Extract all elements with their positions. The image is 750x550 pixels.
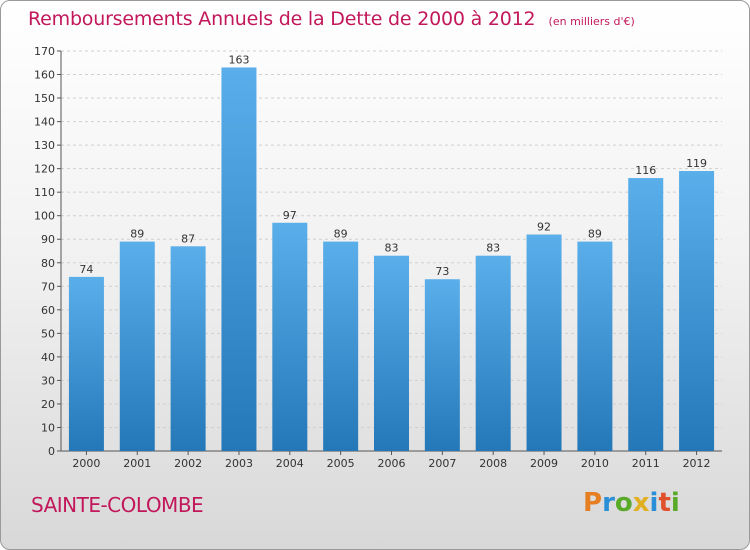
data-label: 83 [385,242,399,255]
x-tick-label: 2002 [174,457,202,470]
y-tick-label: 140 [34,116,55,129]
x-tick-label: 2007 [428,457,456,470]
data-label: 119 [686,157,707,170]
data-label: 89 [334,228,348,241]
data-label: 92 [537,221,551,234]
data-label: 83 [486,242,500,255]
data-label: 97 [283,209,297,222]
chart-title: Remboursements Annuels de la Dette de 20… [28,8,536,30]
x-tick-label: 2008 [479,457,507,470]
data-label: 163 [228,53,249,66]
y-tick-label: 0 [48,445,55,458]
x-tick-label: 2004 [276,457,304,470]
y-tick-label: 80 [41,257,55,270]
x-tick-label: 2011 [632,457,660,470]
data-label: 87 [181,232,195,245]
x-tick-label: 2006 [378,457,406,470]
x-tick-label: 2010 [581,457,609,470]
bar [628,178,664,451]
data-label: 89 [588,228,602,241]
logo-letter: r [602,488,615,518]
bar [68,276,104,451]
bar [323,241,359,451]
data-label: 74 [79,263,93,276]
y-tick-label: 60 [41,304,55,317]
bar [526,234,562,451]
y-tick-label: 130 [34,139,55,152]
bar [679,171,715,451]
x-tick-label: 2001 [123,457,151,470]
bar [424,279,460,451]
y-tick-label: 120 [34,163,55,176]
title-row: Remboursements Annuels de la Dette de 20… [28,8,635,30]
bar [119,241,155,451]
y-tick-label: 170 [34,45,55,58]
chart-subtitle: (en milliers d'€) [548,15,635,28]
bar [170,246,206,451]
y-tick-label: 40 [41,351,55,364]
x-tick-label: 2003 [225,457,253,470]
y-tick-label: 100 [34,210,55,223]
x-tick-label: 2000 [72,457,100,470]
x-tick-label: 2009 [530,457,558,470]
data-label: 116 [635,164,656,177]
logo-letter: i [649,488,659,518]
data-label: 73 [435,265,449,278]
logo-letter: x [632,488,650,518]
y-tick-label: 110 [34,186,55,199]
y-tick-label: 10 [41,421,55,434]
y-tick-label: 50 [41,327,55,340]
y-tick-label: 90 [41,233,55,246]
x-tick-label: 2005 [327,457,355,470]
bar [374,255,409,451]
logo-letter: i [670,488,680,518]
bar [221,67,257,452]
logo-letter: o [614,488,633,518]
bar [475,255,511,451]
y-tick-label: 30 [41,374,55,387]
logo-letter: t [658,488,671,518]
data-label: 89 [130,228,144,241]
y-tick-label: 150 [34,92,55,105]
proxiti-logo[interactable]: Proxiti [583,488,680,518]
bar [272,222,308,451]
logo-letter: P [583,488,603,518]
place-name: SAINTE-COLOMBE [31,493,204,517]
y-tick-label: 70 [41,280,55,293]
y-tick-label: 160 [34,69,55,82]
x-tick-label: 2012 [683,457,711,470]
bar [577,241,613,451]
y-tick-label: 20 [41,398,55,411]
